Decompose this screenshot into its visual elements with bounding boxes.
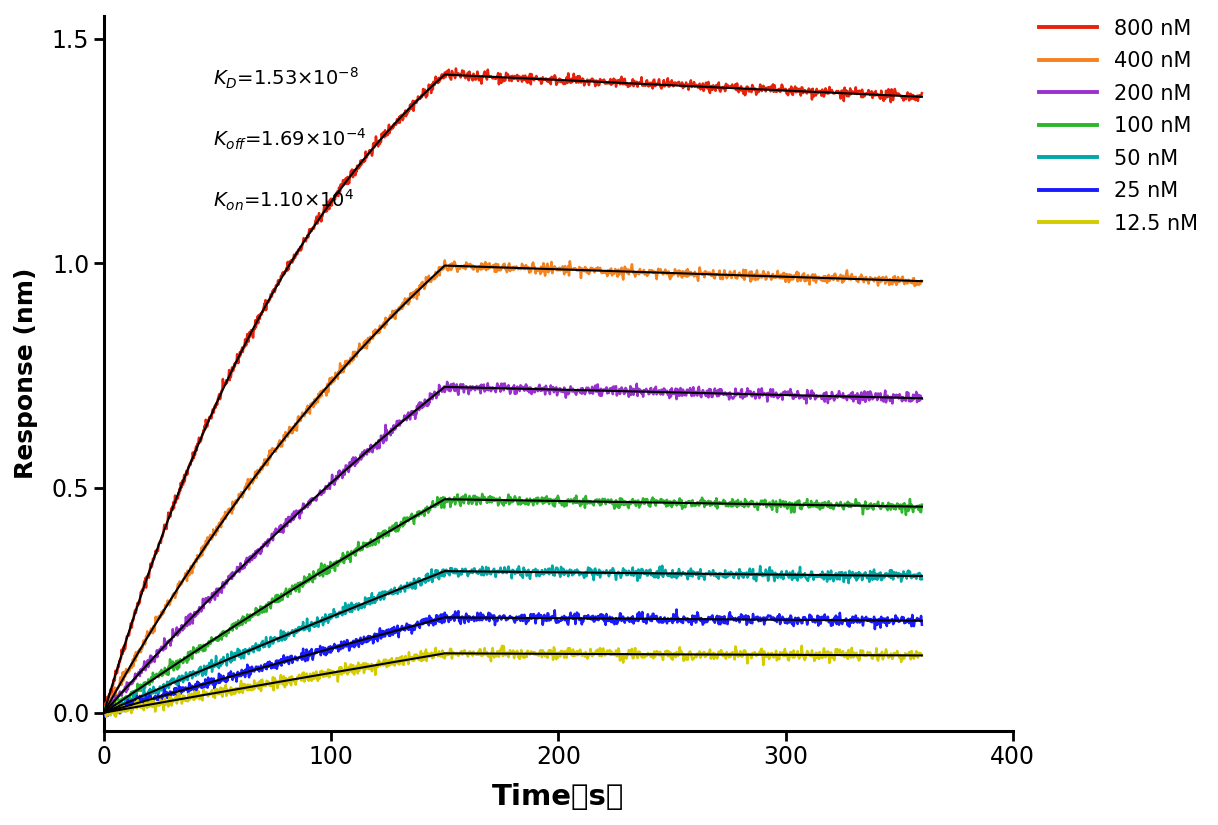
Line: 100 nM: 100 nM <box>104 494 922 715</box>
25 nM <box>328 639 342 649</box>
400 nM <box>393 304 408 314</box>
400 nM <box>463 259 477 269</box>
100 nM <box>188 647 202 657</box>
12.5 nM <box>99 712 113 722</box>
100 nM <box>326 563 341 573</box>
100 nM <box>915 500 929 510</box>
200 nM <box>326 476 341 486</box>
12.5 nM <box>212 688 227 698</box>
25 nM <box>96 710 111 720</box>
400 nM <box>97 708 112 718</box>
200 nM <box>188 607 202 617</box>
25 nM <box>212 670 227 680</box>
12.5 nM <box>328 669 342 679</box>
X-axis label: Time（s）: Time（s） <box>492 783 625 811</box>
Y-axis label: Response (nm): Response (nm) <box>13 268 38 479</box>
Text: $K_{off}$=1.69×10$^{-4}$: $K_{off}$=1.69×10$^{-4}$ <box>213 127 367 152</box>
25 nM <box>393 625 408 634</box>
25 nM <box>188 681 202 691</box>
50 nM <box>462 568 476 578</box>
25 nM <box>101 711 116 721</box>
400 nM <box>212 519 227 529</box>
100 nM <box>475 489 490 499</box>
50 nM <box>915 574 929 584</box>
800 nM <box>482 72 497 82</box>
200 nM <box>482 384 497 394</box>
100 nM <box>392 521 407 531</box>
200 nM <box>462 384 476 394</box>
Line: 400 nM: 400 nM <box>104 261 922 713</box>
50 nM <box>97 711 112 721</box>
400 nM <box>96 707 111 717</box>
100 nM <box>462 499 476 509</box>
800 nM <box>326 195 341 205</box>
Line: 25 nM: 25 nM <box>104 610 922 716</box>
800 nM <box>448 64 463 73</box>
25 nM <box>462 611 476 621</box>
50 nM <box>212 659 227 669</box>
50 nM <box>188 669 202 679</box>
Line: 800 nM: 800 nM <box>104 68 922 711</box>
25 nM <box>482 616 497 626</box>
100 nM <box>96 710 111 720</box>
800 nM <box>96 706 111 716</box>
800 nM <box>212 390 227 400</box>
200 nM <box>392 421 407 431</box>
25 nM <box>669 605 683 615</box>
400 nM <box>188 557 202 567</box>
12.5 nM <box>393 652 408 662</box>
12.5 nM <box>188 694 202 704</box>
200 nM <box>440 377 454 387</box>
Line: 50 nM: 50 nM <box>104 565 922 716</box>
800 nM <box>392 118 407 128</box>
50 nM <box>96 706 111 716</box>
12.5 nM <box>482 652 497 662</box>
800 nM <box>915 88 929 98</box>
50 nM <box>393 587 408 596</box>
50 nM <box>544 560 559 570</box>
Text: $K_D$=1.53×10$^{-8}$: $K_D$=1.53×10$^{-8}$ <box>213 66 359 92</box>
50 nM <box>328 608 342 618</box>
25 nM <box>915 620 929 629</box>
12.5 nM <box>96 707 111 717</box>
200 nM <box>96 710 111 719</box>
100 nM <box>212 634 227 644</box>
Line: 12.5 nM: 12.5 nM <box>104 646 922 717</box>
400 nM <box>437 256 452 266</box>
50 nM <box>482 568 497 578</box>
200 nM <box>212 587 227 596</box>
12.5 nM <box>794 641 809 651</box>
400 nM <box>482 263 497 273</box>
200 nM <box>915 394 929 403</box>
400 nM <box>915 276 929 286</box>
12.5 nM <box>462 647 476 657</box>
Line: 200 nM: 200 nM <box>104 382 922 714</box>
Text: $K_{on}$=1.10×10$^{4}$: $K_{on}$=1.10×10$^{4}$ <box>213 187 354 213</box>
800 nM <box>188 447 202 457</box>
800 nM <box>462 67 476 77</box>
Legend: 800 nM, 400 nM, 200 nM, 100 nM, 50 nM, 25 nM, 12.5 nM: 800 nM, 400 nM, 200 nM, 100 nM, 50 nM, 2… <box>1033 12 1203 240</box>
100 nM <box>482 497 497 507</box>
400 nM <box>328 376 342 386</box>
12.5 nM <box>915 651 929 661</box>
